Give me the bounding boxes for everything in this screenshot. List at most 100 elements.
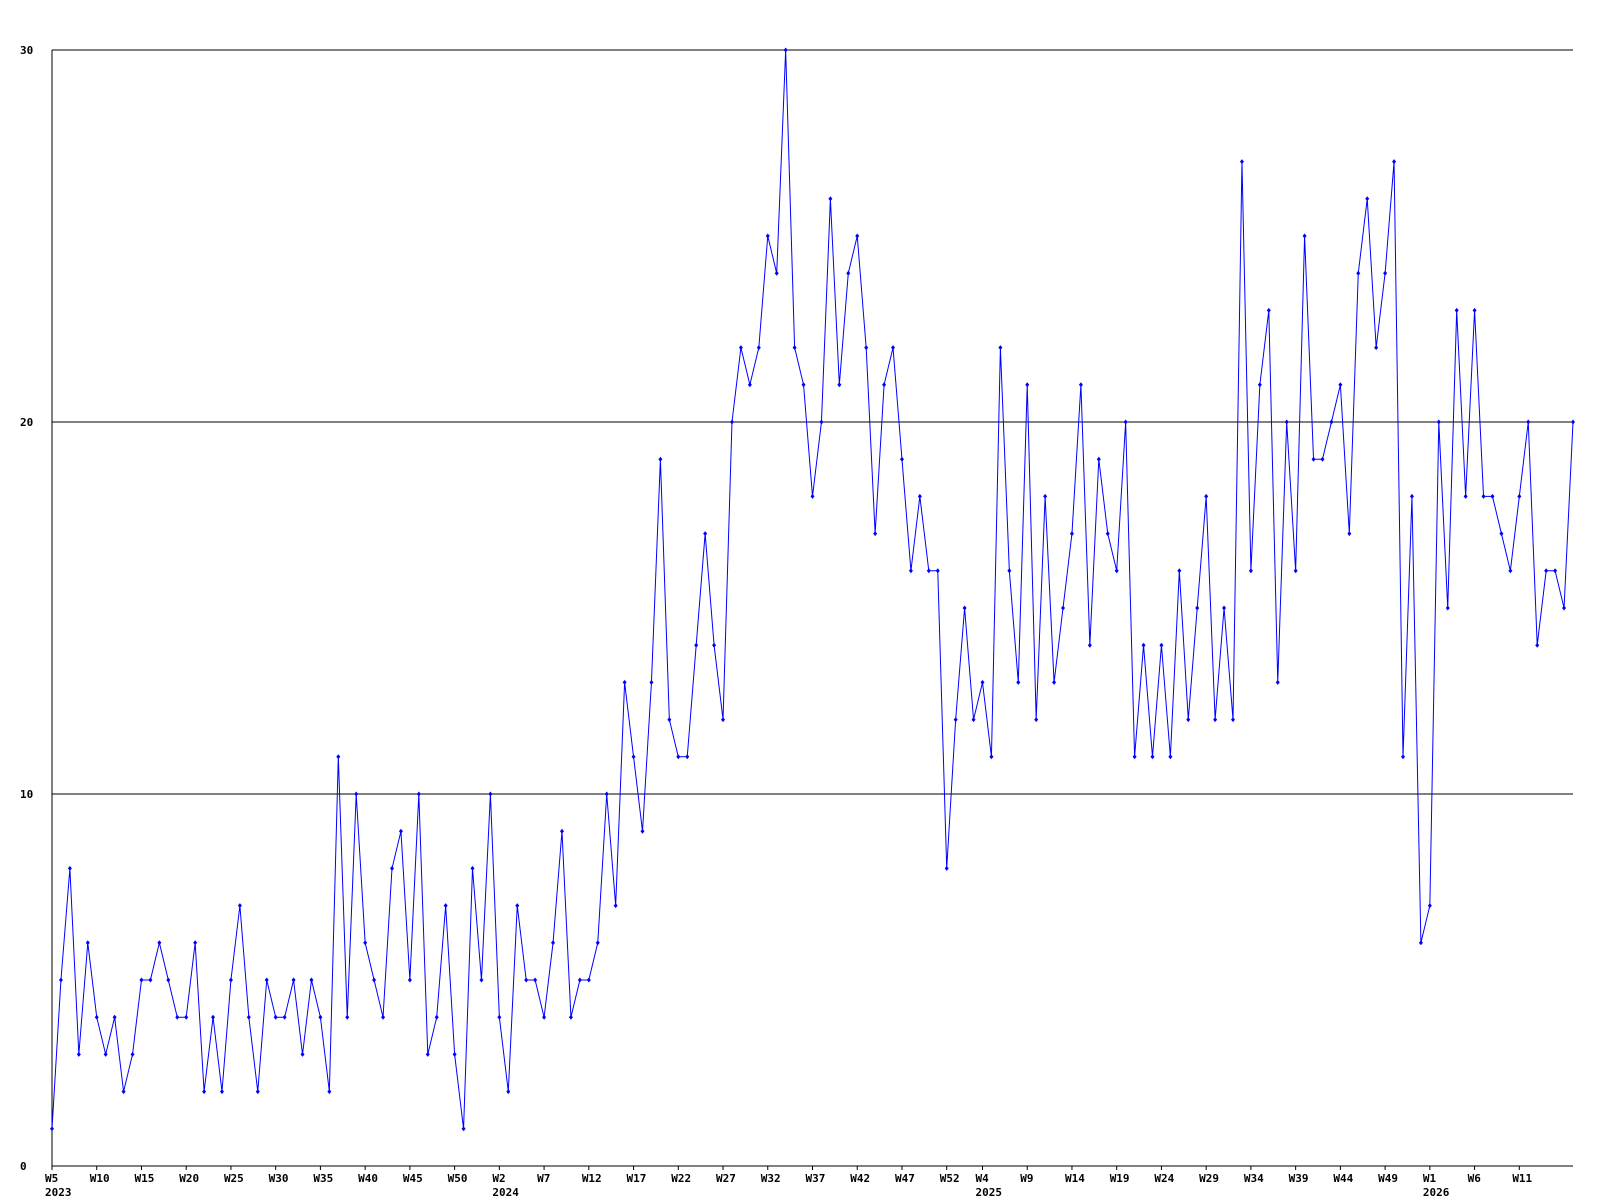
data-point: [1445, 605, 1450, 611]
data-point: [50, 1126, 54, 1132]
x-tick-label: W29: [1199, 1172, 1219, 1185]
data-point: [882, 382, 887, 388]
data-point: [1553, 568, 1558, 574]
x-tick-label: W12: [582, 1172, 602, 1185]
data-point: [1248, 568, 1253, 574]
data-point: [1454, 307, 1459, 313]
data-point: [327, 1089, 332, 1095]
x-tick-label: W9: [1020, 1172, 1033, 1185]
data-point: [1007, 568, 1012, 574]
data-point: [1195, 605, 1200, 611]
data-point: [1239, 159, 1244, 165]
x-tick-label: W7: [537, 1172, 550, 1185]
x-year-label: 2026: [1423, 1186, 1450, 1199]
data-point: [336, 754, 341, 760]
data-point: [264, 977, 269, 983]
x-tick-label: W1: [1423, 1172, 1437, 1185]
x-tick-label: W52: [940, 1172, 960, 1185]
data-point: [76, 1051, 81, 1057]
data-point: [354, 791, 359, 797]
data-point: [1141, 642, 1146, 648]
x-tick-label: W20: [179, 1172, 199, 1185]
data-point: [604, 791, 609, 797]
data-point: [1329, 419, 1334, 425]
data-point: [300, 1051, 305, 1057]
data-point: [649, 679, 654, 685]
x-tick-label: W50: [448, 1172, 468, 1185]
data-point: [586, 977, 591, 983]
data-point: [774, 270, 779, 276]
x-tick-label: W45: [403, 1172, 423, 1185]
x-tick-label: W25: [224, 1172, 244, 1185]
x-tick-label: W14: [1065, 1172, 1085, 1185]
data-point: [470, 865, 475, 871]
data-point: [944, 865, 949, 871]
x-tick-label: W32: [761, 1172, 781, 1185]
data-point: [157, 940, 162, 946]
data-point: [425, 1051, 430, 1057]
data-point: [381, 1014, 386, 1020]
data-point: [1481, 493, 1486, 499]
x-tick-label: W2: [492, 1172, 505, 1185]
data-point: [962, 605, 967, 611]
data-point: [891, 345, 896, 351]
data-point: [1356, 270, 1361, 276]
data-point: [1392, 159, 1397, 165]
x-tick-label: W49: [1378, 1172, 1398, 1185]
data-point: [94, 1014, 99, 1020]
data-point: [819, 419, 824, 425]
data-point: [1186, 717, 1191, 723]
data-point: [640, 828, 645, 834]
data-point: [1571, 419, 1575, 425]
data-point: [1347, 531, 1352, 537]
data-point: [1105, 531, 1110, 537]
data-point: [1436, 419, 1441, 425]
x-tick-label: W42: [850, 1172, 870, 1185]
data-point: [1365, 196, 1370, 202]
data-point: [389, 865, 394, 871]
data-point: [1266, 307, 1271, 313]
data-point: [783, 47, 788, 53]
data-point: [837, 382, 842, 388]
data-point: [497, 1014, 502, 1020]
data-point: [533, 977, 538, 983]
data-point: [1338, 382, 1343, 388]
x-tick-label: W37: [806, 1172, 826, 1185]
data-point: [524, 977, 529, 983]
data-point: [461, 1126, 466, 1132]
data-point: [407, 977, 412, 983]
data-point: [747, 382, 752, 388]
data-point: [756, 345, 761, 351]
data-point: [85, 940, 90, 946]
data-point: [613, 903, 618, 909]
x-tick-label: W6: [1468, 1172, 1482, 1185]
data-point: [103, 1051, 108, 1057]
data-point: [926, 568, 931, 574]
data-point: [67, 865, 72, 871]
x-tick-label: W11: [1512, 1172, 1532, 1185]
data-point: [443, 903, 448, 909]
data-point: [721, 717, 726, 723]
data-point: [1096, 456, 1101, 462]
data-point: [989, 754, 994, 760]
data-point: [1302, 233, 1307, 239]
data-point: [175, 1014, 180, 1020]
data-point: [434, 1014, 439, 1020]
data-point: [112, 1014, 117, 1020]
data-point: [855, 233, 860, 239]
data-point: [1463, 493, 1468, 499]
x-tick-label: W24: [1154, 1172, 1174, 1185]
data-point: [488, 791, 493, 797]
data-point: [58, 977, 63, 983]
data-point: [622, 679, 627, 685]
data-point: [1562, 605, 1567, 611]
x-tick-label: W22: [671, 1172, 691, 1185]
data-point: [873, 531, 878, 537]
data-point: [908, 568, 913, 574]
y-tick-label: 10: [20, 788, 33, 801]
data-point: [953, 717, 958, 723]
data-point: [899, 456, 904, 462]
data-point: [980, 679, 985, 685]
data-point: [1025, 382, 1030, 388]
data-point: [416, 791, 421, 797]
